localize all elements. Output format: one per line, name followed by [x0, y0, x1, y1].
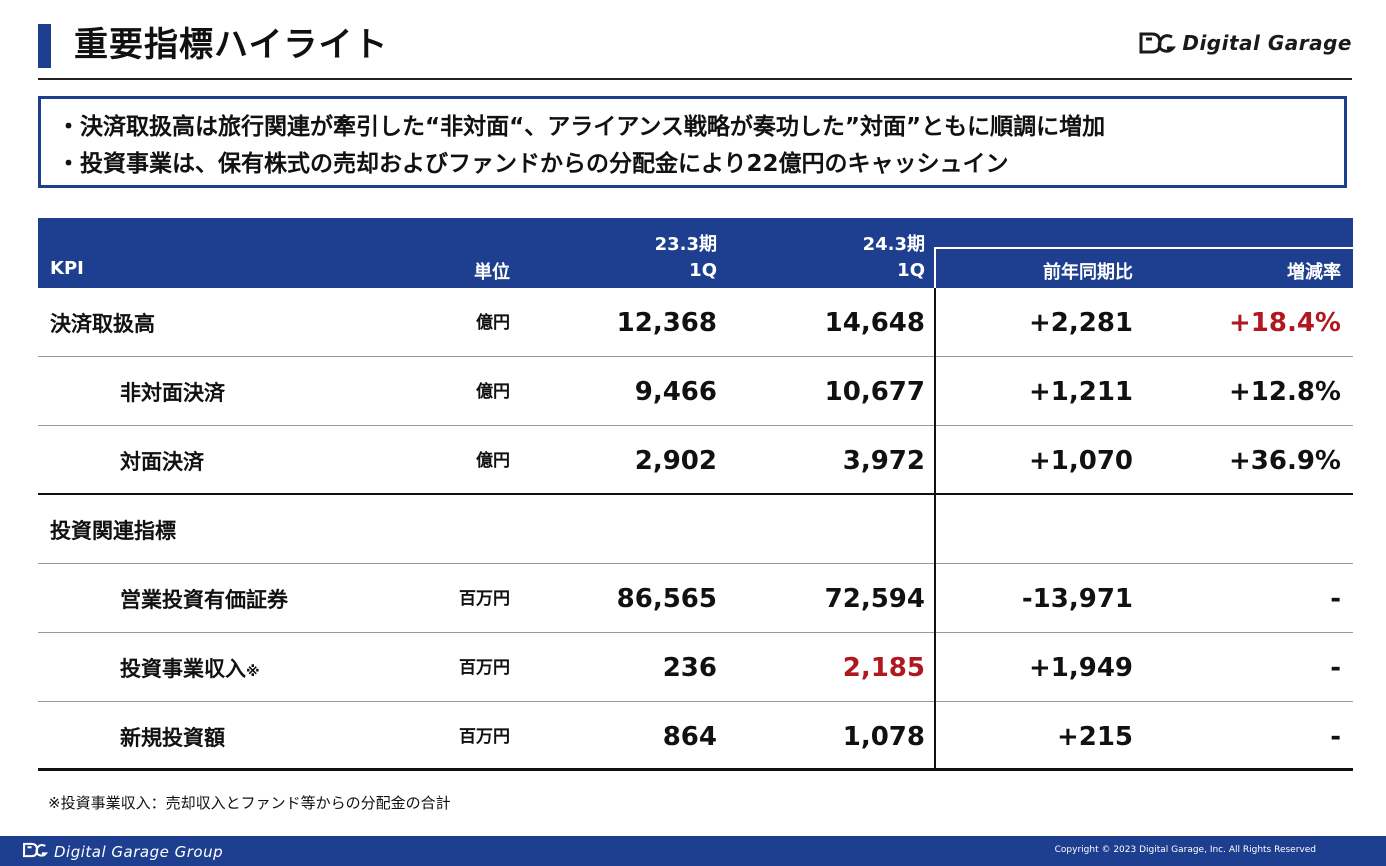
summary-line: ・決済取扱高は旅行関連が牽引した“非対面“、アライアンス戦略が奏功した”対面”と… — [57, 114, 1106, 140]
row-rate-value: +18.4% — [1229, 308, 1341, 338]
header-yoy: 前年同期比 — [1043, 262, 1133, 283]
row-label: 非対面決済 — [120, 381, 225, 405]
row-period-2-value: 14,648 — [824, 308, 925, 338]
table-row: 新規投資額 百万円 864 1,078 +215 - — [38, 702, 1353, 771]
header-period-1: 23.3期 1Q — [655, 232, 717, 284]
column-divider — [934, 633, 936, 703]
dg-logo-icon — [1138, 31, 1177, 55]
copyright: Copyright © 2023 Digital Garage, Inc. Al… — [1054, 845, 1316, 855]
column-divider — [934, 288, 936, 358]
table-section-row: 投資関連指標 — [38, 495, 1353, 565]
row-rate-value: - — [1330, 653, 1341, 683]
section-label: 投資関連指標 — [50, 519, 176, 543]
row-period-2-value: 2,185 — [842, 653, 925, 683]
row-yoy-value: +1,211 — [1028, 377, 1133, 407]
row-rate-value: - — [1330, 584, 1341, 614]
header-kpi: KPI — [50, 258, 84, 279]
header-period-2-year: 24.3期 — [862, 234, 925, 255]
column-divider — [934, 495, 936, 565]
header-period-2: 24.3期 1Q — [863, 232, 925, 284]
column-divider — [934, 564, 936, 634]
header-period-1-year: 23.3期 — [654, 234, 717, 255]
row-rate-value: +12.8% — [1229, 377, 1341, 407]
header-period-1-quarter: 1Q — [689, 260, 717, 281]
row-label: 新規投資額 — [120, 726, 225, 750]
header-column-divider — [934, 247, 936, 288]
row-label: 対面決済 — [120, 450, 204, 474]
row-rate-value: - — [1330, 722, 1341, 752]
title-accent-bar — [38, 24, 51, 68]
row-unit: 百万円 — [459, 658, 510, 678]
table-row: 非対面決済 億円 9,466 10,677 +1,211 +12.8% — [38, 357, 1353, 427]
summary-box: ・決済取扱高は旅行関連が牽引した“非対面“、アライアンス戦略が奏功した”対面”と… — [38, 96, 1347, 188]
row-yoy-value: +1,070 — [1028, 446, 1133, 476]
footer-bar: Digital Garage Group Copyright © 2023 Di… — [0, 836, 1386, 866]
brand-logo-text: Digital Garage — [1182, 31, 1352, 55]
row-period-1-value: 12,368 — [616, 308, 717, 338]
table-row: 投資事業収入※ 百万円 236 2,185 +1,949 - — [38, 633, 1353, 703]
footer-logo-text: Digital Garage Group — [54, 843, 224, 861]
table-row: 営業投資有価証券 百万円 86,565 72,594 -13,971 - — [38, 564, 1353, 634]
row-unit: 百万円 — [459, 589, 510, 609]
row-period-1-value: 9,466 — [634, 377, 717, 407]
header-unit: 単位 — [474, 262, 510, 283]
row-unit: 億円 — [476, 382, 510, 402]
dg-logo-icon — [22, 841, 49, 863]
row-period-1-value: 86,565 — [616, 584, 717, 614]
column-divider — [934, 426, 936, 495]
row-yoy-value: -13,971 — [1021, 584, 1133, 614]
brand-logo: Digital Garage — [1138, 28, 1352, 58]
header-rate: 増減率 — [1287, 262, 1341, 283]
row-period-2-value: 10,677 — [824, 377, 925, 407]
column-divider — [934, 357, 936, 427]
row-period-1-value: 236 — [662, 653, 717, 683]
row-label: 決済取扱高 — [50, 312, 155, 336]
row-yoy-value: +215 — [1056, 722, 1133, 752]
table-row: 対面決済 億円 2,902 3,972 +1,070 +36.9% — [38, 426, 1353, 495]
row-label: 投資事業収入※ — [120, 653, 260, 683]
column-divider — [934, 702, 936, 770]
row-label-text: 投資事業収入 — [120, 657, 246, 681]
page-title: 重要指標ハイライト — [74, 25, 389, 65]
row-label: 営業投資有価証券 — [120, 588, 288, 612]
header-period-2-quarter: 1Q — [897, 260, 925, 281]
header-sub-divider — [936, 247, 1353, 249]
table-header: KPI 単位 23.3期 1Q 24.3期 1Q 前年同期比 増減率 — [38, 218, 1353, 288]
footnote-mark: ※ — [246, 664, 260, 680]
table-row: 決済取扱高 億円 12,368 14,648 +2,281 +18.4% — [38, 288, 1353, 358]
row-period-1-value: 2,902 — [634, 446, 717, 476]
row-unit: 億円 — [476, 313, 510, 333]
row-unit: 億円 — [476, 451, 510, 471]
row-period-2-value: 1,078 — [842, 722, 925, 752]
row-unit: 百万円 — [459, 727, 510, 747]
summary-line: ・投資事業は、保有株式の売却およびファンドからの分配金により22億円のキャッシュ… — [57, 151, 1009, 177]
footer-logo: Digital Garage Group — [22, 841, 223, 863]
row-period-1-value: 864 — [662, 722, 717, 752]
kpi-table: KPI 単位 23.3期 1Q 24.3期 1Q 前年同期比 増減率 決済取扱高… — [38, 218, 1353, 771]
row-period-2-value: 72,594 — [824, 584, 925, 614]
title-divider — [38, 78, 1352, 80]
row-yoy-value: +1,949 — [1028, 653, 1133, 683]
row-period-2-value: 3,972 — [842, 446, 925, 476]
row-rate-value: +36.9% — [1229, 446, 1341, 476]
footnote: ※投資事業収入：売却収入とファンド等からの分配金の合計 — [48, 794, 451, 812]
row-yoy-value: +2,281 — [1028, 308, 1133, 338]
